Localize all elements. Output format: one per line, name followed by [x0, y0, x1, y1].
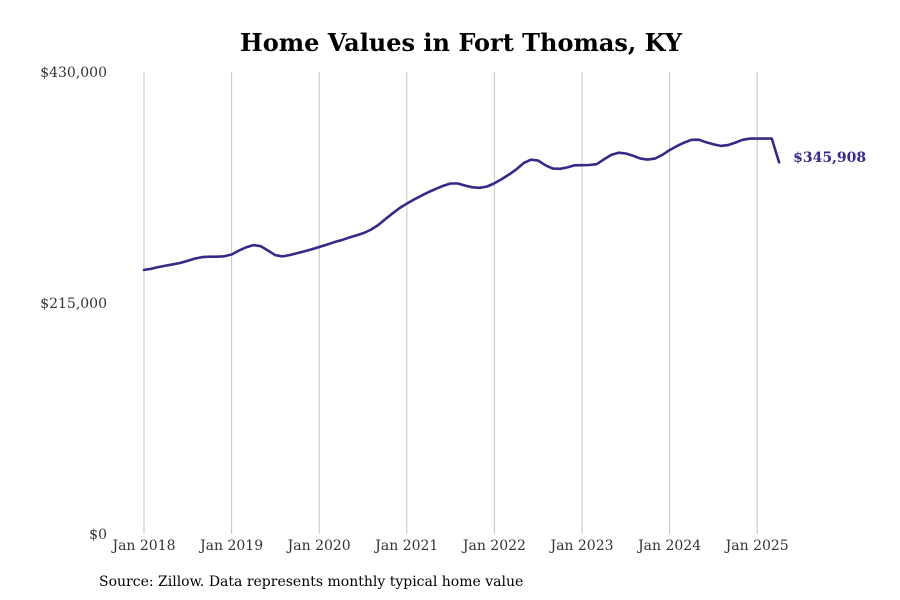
y-tick-label: $0 [89, 527, 107, 543]
x-gridlines [143, 72, 758, 534]
chart-title: Home Values in Fort Thomas, KY [240, 28, 682, 57]
x-tick-label: Jan 2025 [724, 538, 789, 554]
x-axis-ticks: Jan 2018 Jan 2019 Jan 2020 Jan 2021 Jan 2022… [110, 538, 788, 554]
source-note: Source: Zillow. Data represents monthly … [99, 574, 524, 590]
home-value-line [142, 137, 781, 272]
x-tick-label: Jan 2018 [110, 538, 175, 554]
x-tick-label: Jan 2021 [373, 538, 438, 554]
latest-value-label: $345,908 [793, 150, 866, 166]
x-tick-label: Jan 2020 [286, 538, 351, 554]
y-tick-label: $215,000 [40, 296, 107, 312]
x-tick-label: Jan 2023 [548, 538, 613, 554]
x-tick-label: Jan 2022 [461, 538, 526, 554]
y-axis-ticks: $0 $215,000 $430,000 [40, 65, 107, 543]
y-tick-label: $430,000 [40, 65, 107, 81]
x-tick-label: Jan 2019 [198, 538, 263, 554]
x-tick-label: Jan 2024 [636, 538, 701, 554]
